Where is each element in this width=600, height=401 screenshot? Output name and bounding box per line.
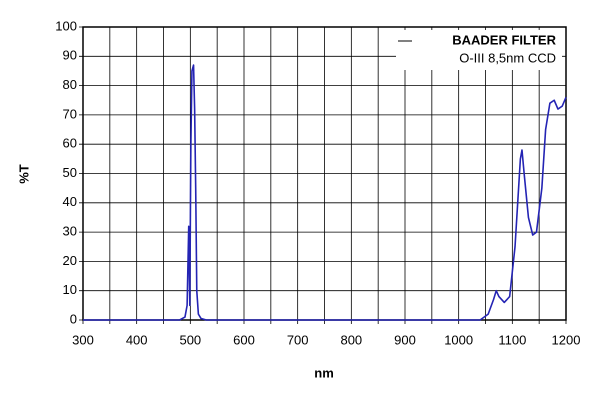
legend-box xyxy=(396,30,562,70)
x-tick-label: 700 xyxy=(287,332,309,347)
y-tick-label: 50 xyxy=(63,165,77,180)
y-tick-label: 30 xyxy=(63,224,77,239)
x-tick-label: 1200 xyxy=(552,332,581,347)
transmission-line xyxy=(83,64,567,321)
legend-title: BAADER FILTER xyxy=(452,32,556,47)
legend-subtitle: O-III 8,5nm CCD xyxy=(459,50,556,65)
x-tick-label: 400 xyxy=(126,332,148,347)
x-tick-label: 1000 xyxy=(444,332,473,347)
x-tick-label: 300 xyxy=(72,332,94,347)
y-tick-label: 0 xyxy=(70,311,77,326)
y-tick-label: 100 xyxy=(55,18,77,33)
y-tick-label: 90 xyxy=(63,48,77,63)
x-tick-label: 900 xyxy=(394,332,416,347)
y-tick-label: 80 xyxy=(63,77,77,92)
y-tick-label: 60 xyxy=(63,136,77,151)
x-tick-label: 500 xyxy=(179,332,201,347)
x-tick-label: 1100 xyxy=(498,332,526,347)
y-axis-label: %T xyxy=(16,164,31,184)
y-tick-label: 40 xyxy=(63,194,77,209)
y-tick-label: 20 xyxy=(63,253,77,268)
x-tick-label: 800 xyxy=(340,332,362,347)
x-axis-label: nm xyxy=(314,365,334,380)
x-tick-label: 600 xyxy=(233,332,255,347)
y-tick-label: 10 xyxy=(63,282,77,297)
y-tick-label: 70 xyxy=(63,106,77,121)
